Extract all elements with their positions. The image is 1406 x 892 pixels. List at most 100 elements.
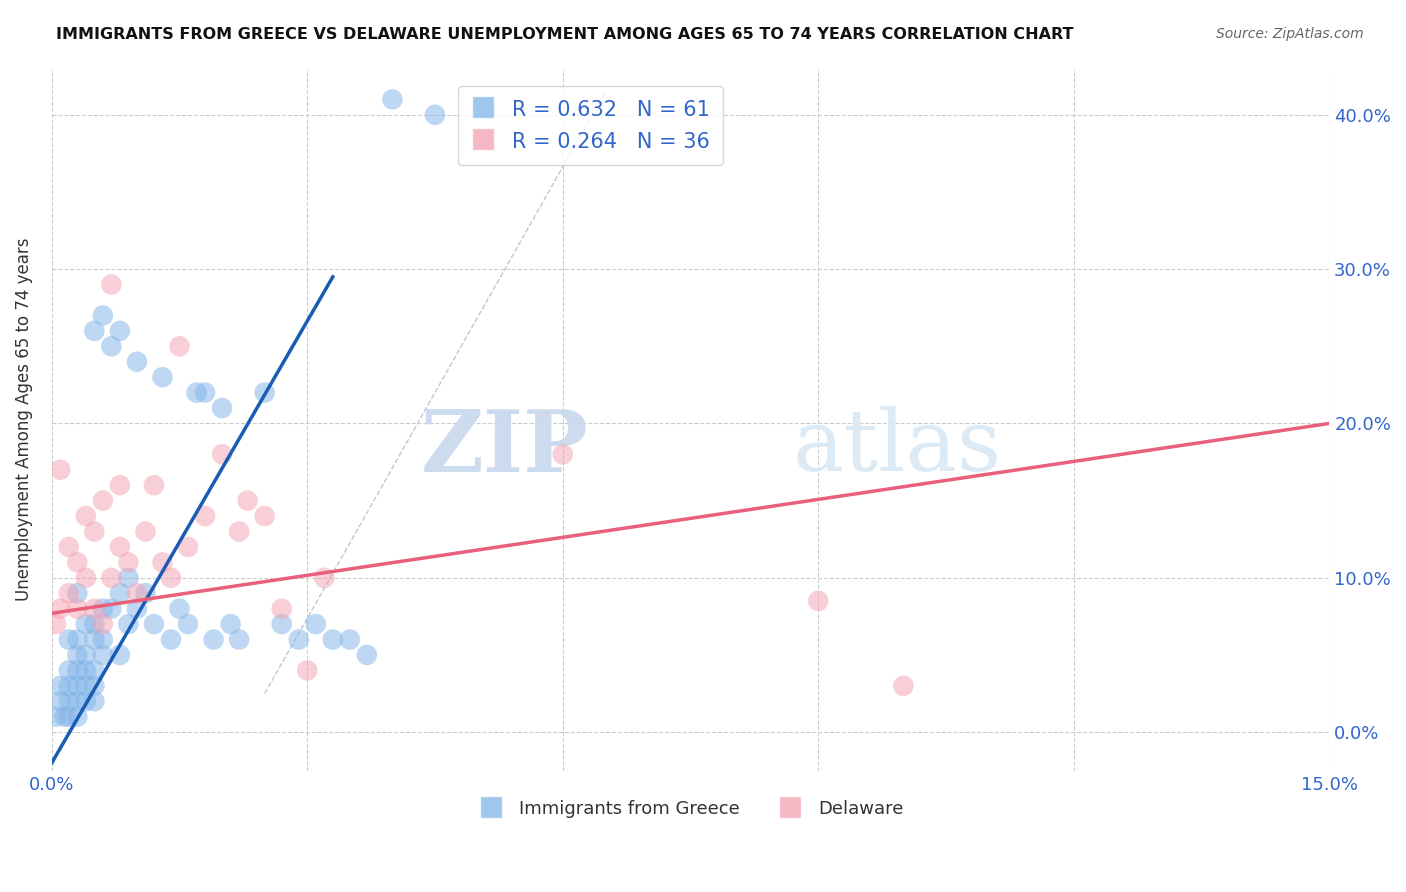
Point bbox=[177, 617, 200, 632]
Y-axis label: Unemployment Among Ages 65 to 74 years: Unemployment Among Ages 65 to 74 years bbox=[15, 238, 32, 601]
Point bbox=[58, 664, 80, 678]
Point bbox=[125, 601, 148, 615]
Point bbox=[66, 601, 89, 615]
Point bbox=[100, 277, 122, 292]
Point bbox=[117, 571, 139, 585]
Legend: Immigrants from Greece, Delaware: Immigrants from Greece, Delaware bbox=[471, 792, 910, 825]
Point bbox=[100, 571, 122, 585]
Point bbox=[45, 617, 67, 632]
Point bbox=[83, 617, 105, 632]
Point bbox=[100, 601, 122, 615]
Point bbox=[66, 709, 89, 723]
Point bbox=[75, 571, 97, 585]
Point bbox=[58, 679, 80, 693]
Point bbox=[893, 679, 915, 693]
Point bbox=[83, 632, 105, 647]
Point bbox=[305, 617, 328, 632]
Text: Source: ZipAtlas.com: Source: ZipAtlas.com bbox=[1216, 27, 1364, 41]
Point bbox=[83, 679, 105, 693]
Point bbox=[551, 447, 574, 461]
Point bbox=[236, 493, 259, 508]
Point bbox=[270, 617, 292, 632]
Point bbox=[75, 509, 97, 524]
Point bbox=[66, 586, 89, 600]
Point bbox=[83, 524, 105, 539]
Point bbox=[423, 108, 446, 122]
Point bbox=[125, 355, 148, 369]
Point bbox=[83, 664, 105, 678]
Point bbox=[83, 694, 105, 708]
Point bbox=[66, 648, 89, 662]
Point bbox=[58, 586, 80, 600]
Point bbox=[75, 664, 97, 678]
Point bbox=[108, 648, 131, 662]
Point bbox=[91, 493, 114, 508]
Point bbox=[49, 463, 72, 477]
Point bbox=[160, 571, 183, 585]
Point bbox=[58, 540, 80, 554]
Point bbox=[194, 385, 217, 400]
Point bbox=[160, 632, 183, 647]
Point bbox=[108, 586, 131, 600]
Point bbox=[100, 339, 122, 353]
Point bbox=[49, 679, 72, 693]
Point bbox=[169, 339, 191, 353]
Point bbox=[83, 324, 105, 338]
Point bbox=[186, 385, 208, 400]
Point bbox=[125, 586, 148, 600]
Point bbox=[83, 601, 105, 615]
Point bbox=[177, 540, 200, 554]
Point bbox=[152, 555, 174, 569]
Point bbox=[91, 632, 114, 647]
Point bbox=[270, 601, 292, 615]
Point bbox=[117, 617, 139, 632]
Point bbox=[108, 540, 131, 554]
Point bbox=[58, 632, 80, 647]
Point bbox=[253, 385, 276, 400]
Text: IMMIGRANTS FROM GREECE VS DELAWARE UNEMPLOYMENT AMONG AGES 65 TO 74 YEARS CORREL: IMMIGRANTS FROM GREECE VS DELAWARE UNEMP… bbox=[56, 27, 1074, 42]
Text: ZIP: ZIP bbox=[420, 406, 588, 490]
Point bbox=[219, 617, 242, 632]
Point bbox=[314, 571, 336, 585]
Point bbox=[91, 601, 114, 615]
Point bbox=[75, 648, 97, 662]
Point bbox=[108, 324, 131, 338]
Point bbox=[134, 524, 156, 539]
Point bbox=[91, 309, 114, 323]
Point bbox=[807, 594, 830, 608]
Point bbox=[91, 617, 114, 632]
Point bbox=[381, 92, 404, 106]
Point bbox=[58, 709, 80, 723]
Point bbox=[228, 524, 250, 539]
Point bbox=[287, 632, 309, 647]
Point bbox=[356, 648, 378, 662]
Point bbox=[339, 632, 361, 647]
Point bbox=[53, 709, 76, 723]
Point bbox=[169, 601, 191, 615]
Point bbox=[45, 709, 67, 723]
Point bbox=[66, 679, 89, 693]
Point bbox=[75, 679, 97, 693]
Point bbox=[152, 370, 174, 384]
Text: atlas: atlas bbox=[793, 406, 1002, 490]
Point bbox=[108, 478, 131, 492]
Point bbox=[75, 694, 97, 708]
Point bbox=[75, 617, 97, 632]
Point bbox=[228, 632, 250, 647]
Point bbox=[211, 447, 233, 461]
Point bbox=[91, 648, 114, 662]
Point bbox=[202, 632, 225, 647]
Point bbox=[58, 694, 80, 708]
Point bbox=[297, 664, 319, 678]
Point bbox=[66, 664, 89, 678]
Point bbox=[253, 509, 276, 524]
Point bbox=[49, 694, 72, 708]
Point bbox=[142, 478, 165, 492]
Point bbox=[117, 555, 139, 569]
Point bbox=[66, 555, 89, 569]
Point bbox=[49, 601, 72, 615]
Point bbox=[194, 509, 217, 524]
Point bbox=[322, 632, 344, 647]
Point bbox=[134, 586, 156, 600]
Point bbox=[211, 401, 233, 415]
